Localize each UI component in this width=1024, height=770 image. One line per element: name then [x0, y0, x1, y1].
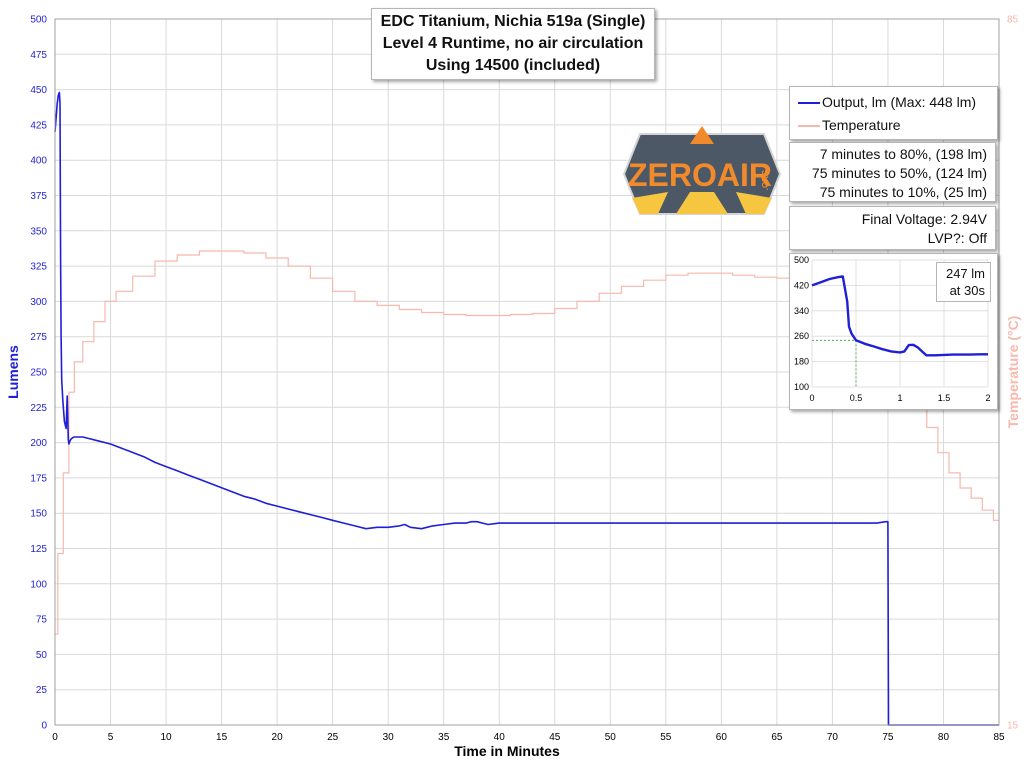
y-tick-label: 425 — [30, 120, 47, 131]
inset-annotation: 247 lm at 30s — [936, 262, 991, 302]
y-axis-label: Lumens — [5, 345, 21, 399]
logo-text: ZEROAIR — [628, 157, 772, 193]
logo-wing-right-icon — [736, 192, 772, 214]
chart-title-box: EDC Titanium, Nichia 519a (Single) Level… — [371, 8, 655, 80]
y-tick-label: 300 — [30, 297, 47, 308]
y-tick-label: 125 — [30, 544, 47, 555]
y2-tick-label: 85 — [1007, 15, 1019, 26]
inset-y-tick-label: 260 — [794, 331, 809, 341]
y2-tick-label: 15 — [1007, 721, 1019, 732]
inset-x-tick-label: 0 — [809, 393, 814, 403]
y-tick-label: 50 — [36, 650, 48, 661]
milestone-80: 7 minutes to 80%, (198 lm) — [819, 146, 987, 162]
inset-y-tick-label: 100 — [794, 382, 809, 392]
y-tick-label: 450 — [30, 85, 47, 96]
logo-peak-icon — [690, 126, 714, 144]
inset-y-tick-label: 340 — [794, 306, 809, 316]
x-tick-label: 25 — [327, 732, 339, 743]
legend-label-output: Output, lm (Max: 448 lm) — [822, 94, 977, 110]
legend-label-temperature: Temperature — [822, 117, 901, 133]
y-tick-label: 500 — [30, 15, 47, 26]
y-tick-label: 350 — [30, 226, 47, 237]
legend: Output, lm (Max: 448 lm) Temperature — [789, 86, 998, 140]
x-tick-label: 45 — [549, 732, 561, 743]
inset-chart-svg: 0 0.5 1 1.5 2 100 180 260 340 420 500 — [794, 255, 991, 403]
logo-wing-left-icon — [632, 192, 668, 214]
y-tick-label: 275 — [30, 332, 47, 343]
inset-chart: 0 0.5 1 1.5 2 100 180 260 340 420 500 247 lm at 3… — [789, 253, 998, 410]
x-tick-label: 55 — [660, 732, 672, 743]
inset-y-tick-label: 500 — [794, 255, 809, 265]
x-tick-labels: 0 5 10 15 20 25 30 35 40 45 50 55 60 65 70 75 80 85 — [52, 732, 1005, 743]
x-tick-label: 15 — [216, 732, 228, 743]
inset-y-tick-labels: 100 180 260 340 420 500 — [794, 255, 809, 392]
x-tick-label: 75 — [882, 732, 894, 743]
inset-annotation-line-1: 247 lm — [945, 266, 985, 281]
logo-road-icon — [676, 192, 728, 214]
legend-swatch-output — [798, 102, 820, 104]
y-tick-label: 100 — [30, 579, 47, 590]
y-tick-label: 200 — [30, 438, 47, 449]
y-tick-label: 0 — [41, 721, 47, 732]
inset-y-tick-label: 420 — [794, 280, 809, 290]
inset-x-tick-labels: 0 0.5 1 1.5 2 — [809, 393, 990, 403]
y2-axis-label: Temperature (°C) — [1005, 316, 1021, 429]
zeroair-logo: ZEROAIR .ORG — [622, 126, 782, 215]
y-tick-labels: 0 25 50 75 100 125 150 175 200 225 250 275 300 325 350… — [30, 15, 47, 732]
y-tick-label: 375 — [30, 191, 47, 202]
x-tick-label: 35 — [438, 732, 450, 743]
final-voltage: Final Voltage: 2.94V — [861, 211, 987, 227]
legend-swatch-temperature — [798, 125, 820, 127]
milestone-50: 75 minutes to 50%, (124 lm) — [811, 165, 987, 181]
y-tick-label: 150 — [30, 509, 47, 520]
logo-suffix: .ORG — [761, 170, 770, 190]
inset-x-tick-label: 1.5 — [938, 393, 951, 403]
series-output-line — [54, 91, 999, 726]
x-tick-label: 80 — [938, 732, 950, 743]
x-tick-label: 5 — [108, 732, 114, 743]
chart-title-line-3: Using 14500 (included) — [425, 57, 601, 74]
lvp-status: LVP?: Off — [927, 230, 987, 246]
x-tick-label: 85 — [993, 732, 1005, 743]
inset-annotation-line-2: at 30s — [949, 283, 985, 298]
inset-series-output-line — [811, 275, 988, 357]
y-tick-label: 75 — [36, 615, 48, 626]
y-tick-label: 400 — [30, 156, 47, 167]
y-tick-label: 475 — [30, 50, 47, 61]
milestones-box: 7 minutes to 80%, (198 lm) 75 minutes to… — [789, 142, 996, 202]
x-tick-label: 40 — [494, 732, 506, 743]
inset-x-tick-label: 1 — [897, 393, 902, 403]
inset-x-tick-label: 2 — [985, 393, 990, 403]
chart-title-line-1: EDC Titanium, Nichia 519a (Single) — [380, 13, 646, 30]
y-tick-label: 325 — [30, 262, 47, 273]
y-tick-label: 250 — [30, 368, 47, 379]
x-tick-label: 30 — [383, 732, 395, 743]
x-tick-label: 20 — [272, 732, 284, 743]
x-tick-label: 70 — [827, 732, 839, 743]
x-tick-label: 65 — [771, 732, 783, 743]
inset-y-tick-label: 180 — [794, 357, 809, 367]
inset-x-tick-label: 0.5 — [850, 393, 863, 403]
inset-series — [811, 275, 988, 387]
chart-title-line-2: Level 4 Runtime, no air circulation — [382, 35, 644, 52]
milestone-10: 75 minutes to 10%, (25 lm) — [819, 184, 987, 200]
x-tick-label: 10 — [160, 732, 172, 743]
y-tick-label: 175 — [30, 473, 47, 484]
y-tick-label: 225 — [30, 403, 47, 414]
x-tick-label: 0 — [52, 732, 58, 743]
x-axis-label: Time in Minutes — [454, 743, 560, 759]
x-tick-label: 60 — [716, 732, 728, 743]
x-tick-label: 50 — [605, 732, 617, 743]
voltage-box: Final Voltage: 2.94V LVP?: Off — [789, 206, 996, 250]
y-tick-label: 25 — [36, 685, 48, 696]
